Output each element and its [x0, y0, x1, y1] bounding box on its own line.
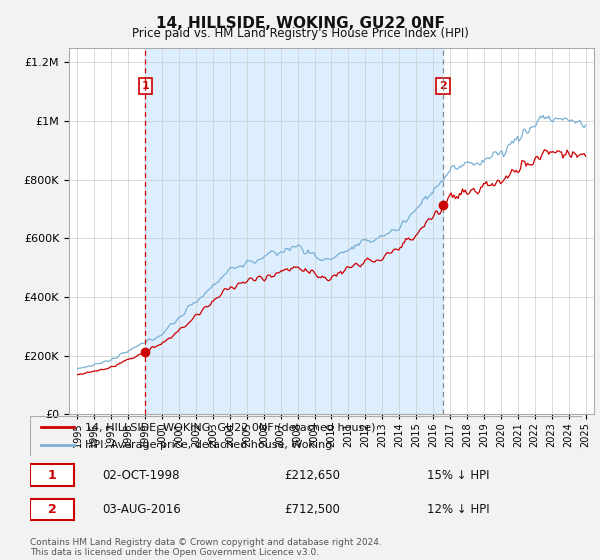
- Text: 14, HILLSIDE, WOKING, GU22 0NF: 14, HILLSIDE, WOKING, GU22 0NF: [155, 16, 445, 31]
- Text: Price paid vs. HM Land Registry's House Price Index (HPI): Price paid vs. HM Land Registry's House …: [131, 27, 469, 40]
- FancyBboxPatch shape: [30, 499, 74, 520]
- Text: HPI: Average price, detached house, Woking: HPI: Average price, detached house, Woki…: [85, 440, 332, 450]
- Text: 02-OCT-1998: 02-OCT-1998: [102, 469, 179, 482]
- Text: 15% ↓ HPI: 15% ↓ HPI: [427, 469, 490, 482]
- Text: £712,500: £712,500: [284, 503, 340, 516]
- Bar: [145, 48, 443, 414]
- Text: 2: 2: [48, 503, 56, 516]
- Text: £212,650: £212,650: [284, 469, 340, 482]
- Text: 2: 2: [439, 81, 447, 91]
- Text: Contains HM Land Registry data © Crown copyright and database right 2024.
This d: Contains HM Land Registry data © Crown c…: [30, 538, 382, 557]
- FancyBboxPatch shape: [30, 464, 74, 486]
- Text: 14, HILLSIDE, WOKING, GU22 0NF (detached house): 14, HILLSIDE, WOKING, GU22 0NF (detached…: [85, 422, 376, 432]
- Text: 1: 1: [142, 81, 149, 91]
- Text: 03-AUG-2016: 03-AUG-2016: [102, 503, 181, 516]
- Text: 1: 1: [48, 469, 56, 482]
- Text: 12% ↓ HPI: 12% ↓ HPI: [427, 503, 490, 516]
